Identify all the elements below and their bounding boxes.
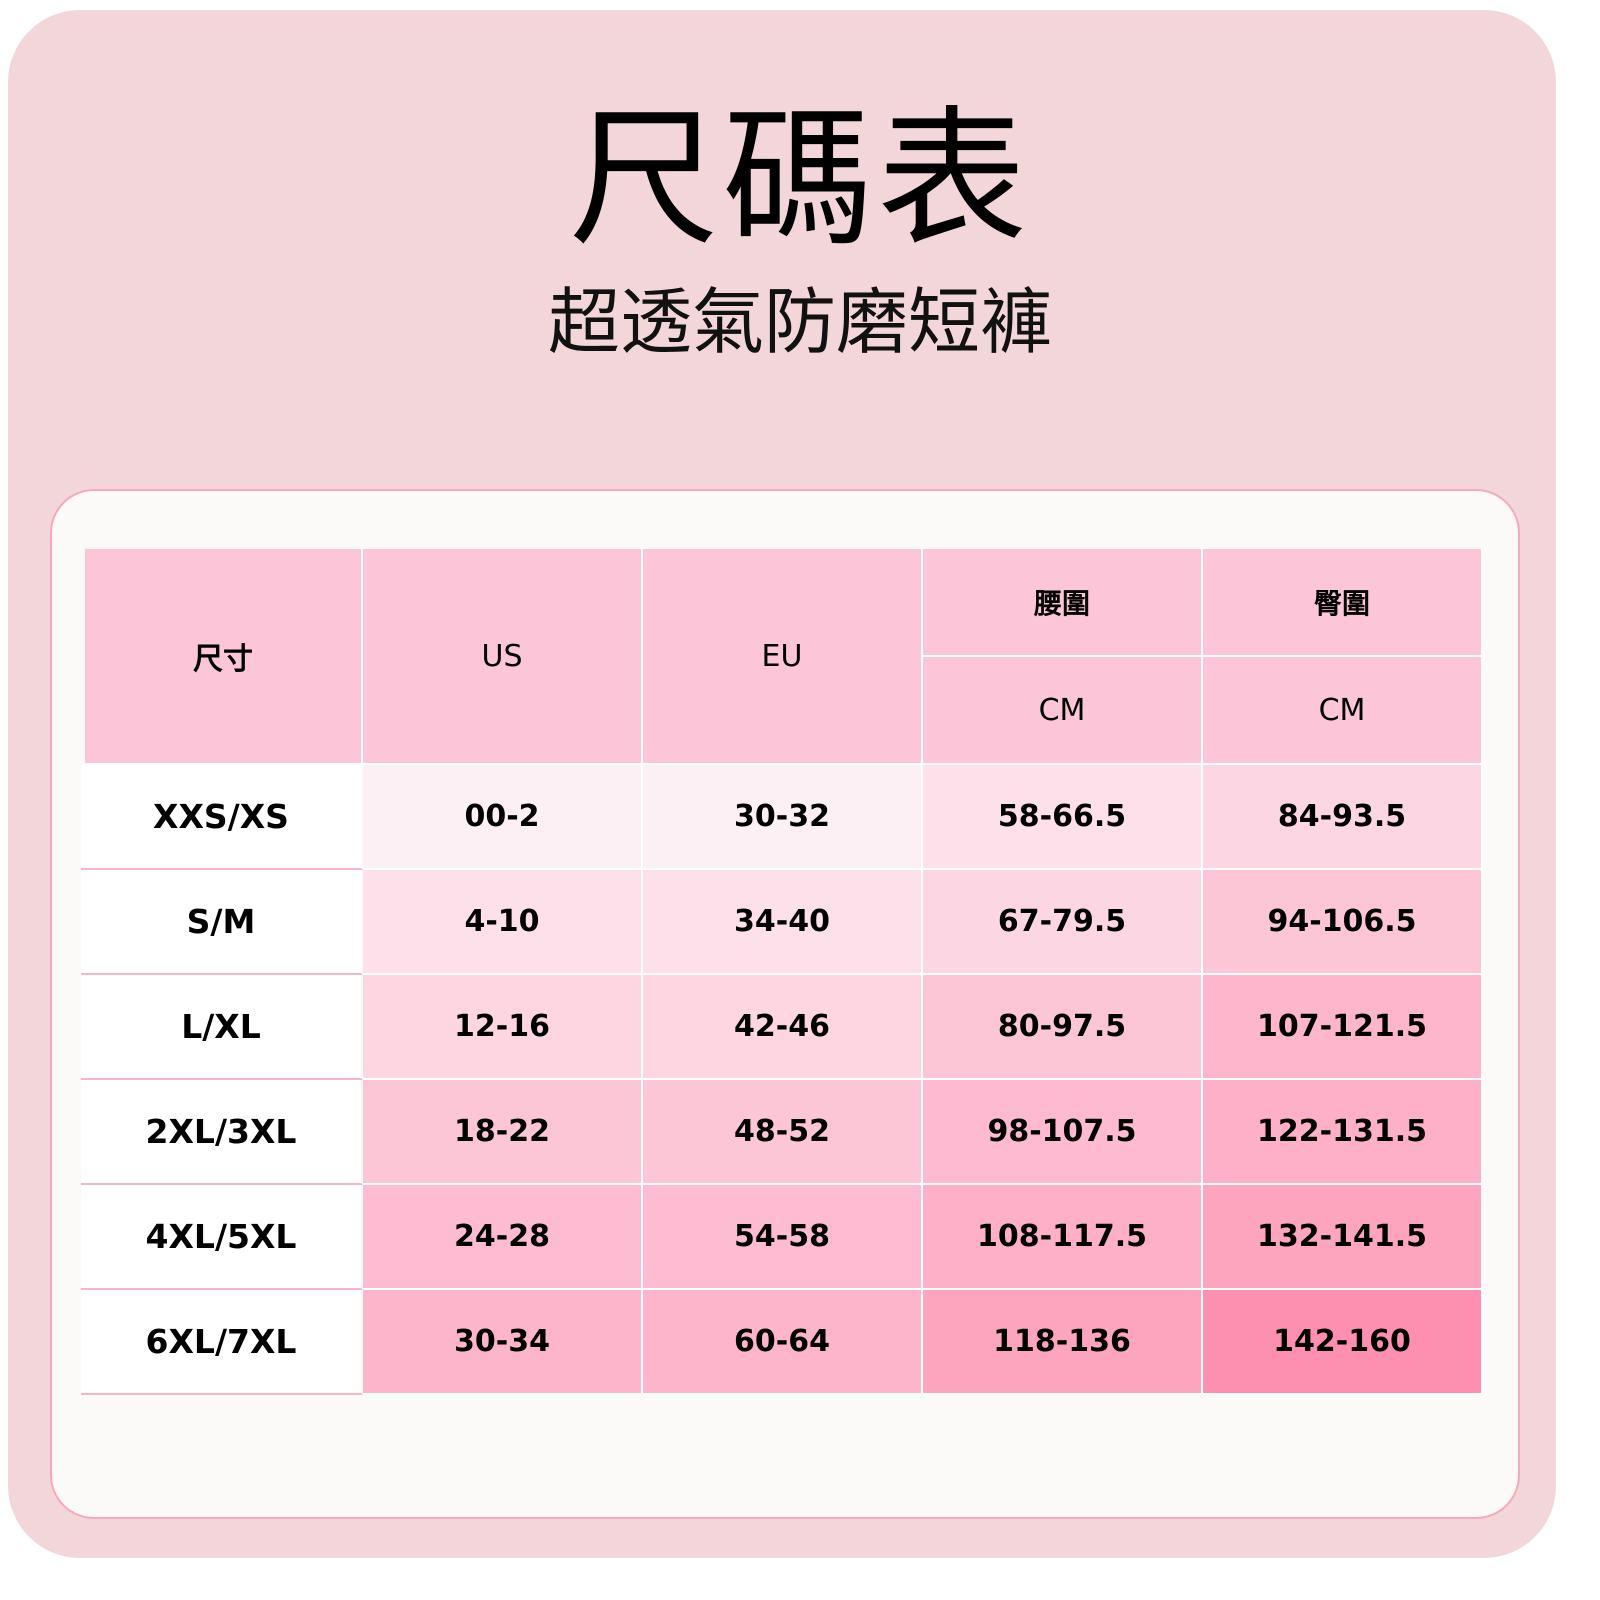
cell-waist: 58-66.5 <box>923 765 1203 870</box>
header-waist: 腰圍 <box>923 549 1203 657</box>
cell-size: XXS/XS <box>81 765 363 870</box>
table-row: 6XL/7XL 30-34 60-64 118-136 142-160 <box>81 1290 1483 1395</box>
header-hip-unit: CM <box>1203 657 1483 765</box>
cell-waist: 118-136 <box>923 1290 1203 1395</box>
header-eu: EU <box>643 549 923 765</box>
table-row: XXS/XS 00-2 30-32 58-66.5 84-93.5 <box>81 765 1483 870</box>
cell-waist: 98-107.5 <box>923 1080 1203 1185</box>
table-row: 2XL/3XL 18-22 48-52 98-107.5 122-131.5 <box>81 1080 1483 1185</box>
cell-us: 00-2 <box>363 765 643 870</box>
cell-hip: 122-131.5 <box>1203 1080 1483 1185</box>
cell-eu: 42-46 <box>643 975 923 1080</box>
cell-waist: 108-117.5 <box>923 1185 1203 1290</box>
header-size: 尺寸 <box>81 549 363 765</box>
cell-us: 4-10 <box>363 870 643 975</box>
header-row: 尺寸 US EU 腰圍 臀圍 <box>81 549 1483 765</box>
cell-hip: 132-141.5 <box>1203 1185 1483 1290</box>
cell-waist: 67-79.5 <box>923 870 1203 975</box>
cell-hip: 84-93.5 <box>1203 765 1483 870</box>
cell-size: 6XL/7XL <box>81 1290 363 1395</box>
header-waist-unit: CM <box>923 657 1203 765</box>
table-row: 4XL/5XL 24-28 54-58 108-117.5 132-141.5 <box>81 1185 1483 1290</box>
cell-hip: 142-160 <box>1203 1290 1483 1395</box>
cell-us: 12-16 <box>363 975 643 1080</box>
page-subtitle: 超透氣防磨短褲 <box>547 280 1052 364</box>
cell-us: 18-22 <box>363 1080 643 1185</box>
cell-size: 2XL/3XL <box>81 1080 363 1185</box>
cell-size: L/XL <box>81 975 363 1080</box>
header-hip: 臀圍 <box>1203 549 1483 657</box>
table-row: L/XL 12-16 42-46 80-97.5 107-121.5 <box>81 975 1483 1080</box>
size-chart-table: 尺寸 US EU 腰圍 臀圍 CM CM XXS/XS 00-2 30-32 58-6… <box>81 549 1483 1395</box>
cell-us: 24-28 <box>363 1185 643 1290</box>
cell-eu: 34-40 <box>643 870 923 975</box>
cell-size: S/M <box>81 870 363 975</box>
cell-eu: 48-52 <box>643 1080 923 1185</box>
header-us: US <box>363 549 643 765</box>
cell-size: 4XL/5XL <box>81 1185 363 1290</box>
cell-eu: 54-58 <box>643 1185 923 1290</box>
cell-waist: 80-97.5 <box>923 975 1203 1080</box>
cell-eu: 30-32 <box>643 765 923 870</box>
cell-hip: 94-106.5 <box>1203 870 1483 975</box>
header-unit-row: CM CM <box>81 657 1483 765</box>
table-row: S/M 4-10 34-40 67-79.5 94-106.5 <box>81 870 1483 975</box>
cell-us: 30-34 <box>363 1290 643 1395</box>
cell-hip: 107-121.5 <box>1203 975 1483 1080</box>
cell-eu: 60-64 <box>643 1290 923 1395</box>
page-title: 尺碼表 <box>568 93 1031 267</box>
